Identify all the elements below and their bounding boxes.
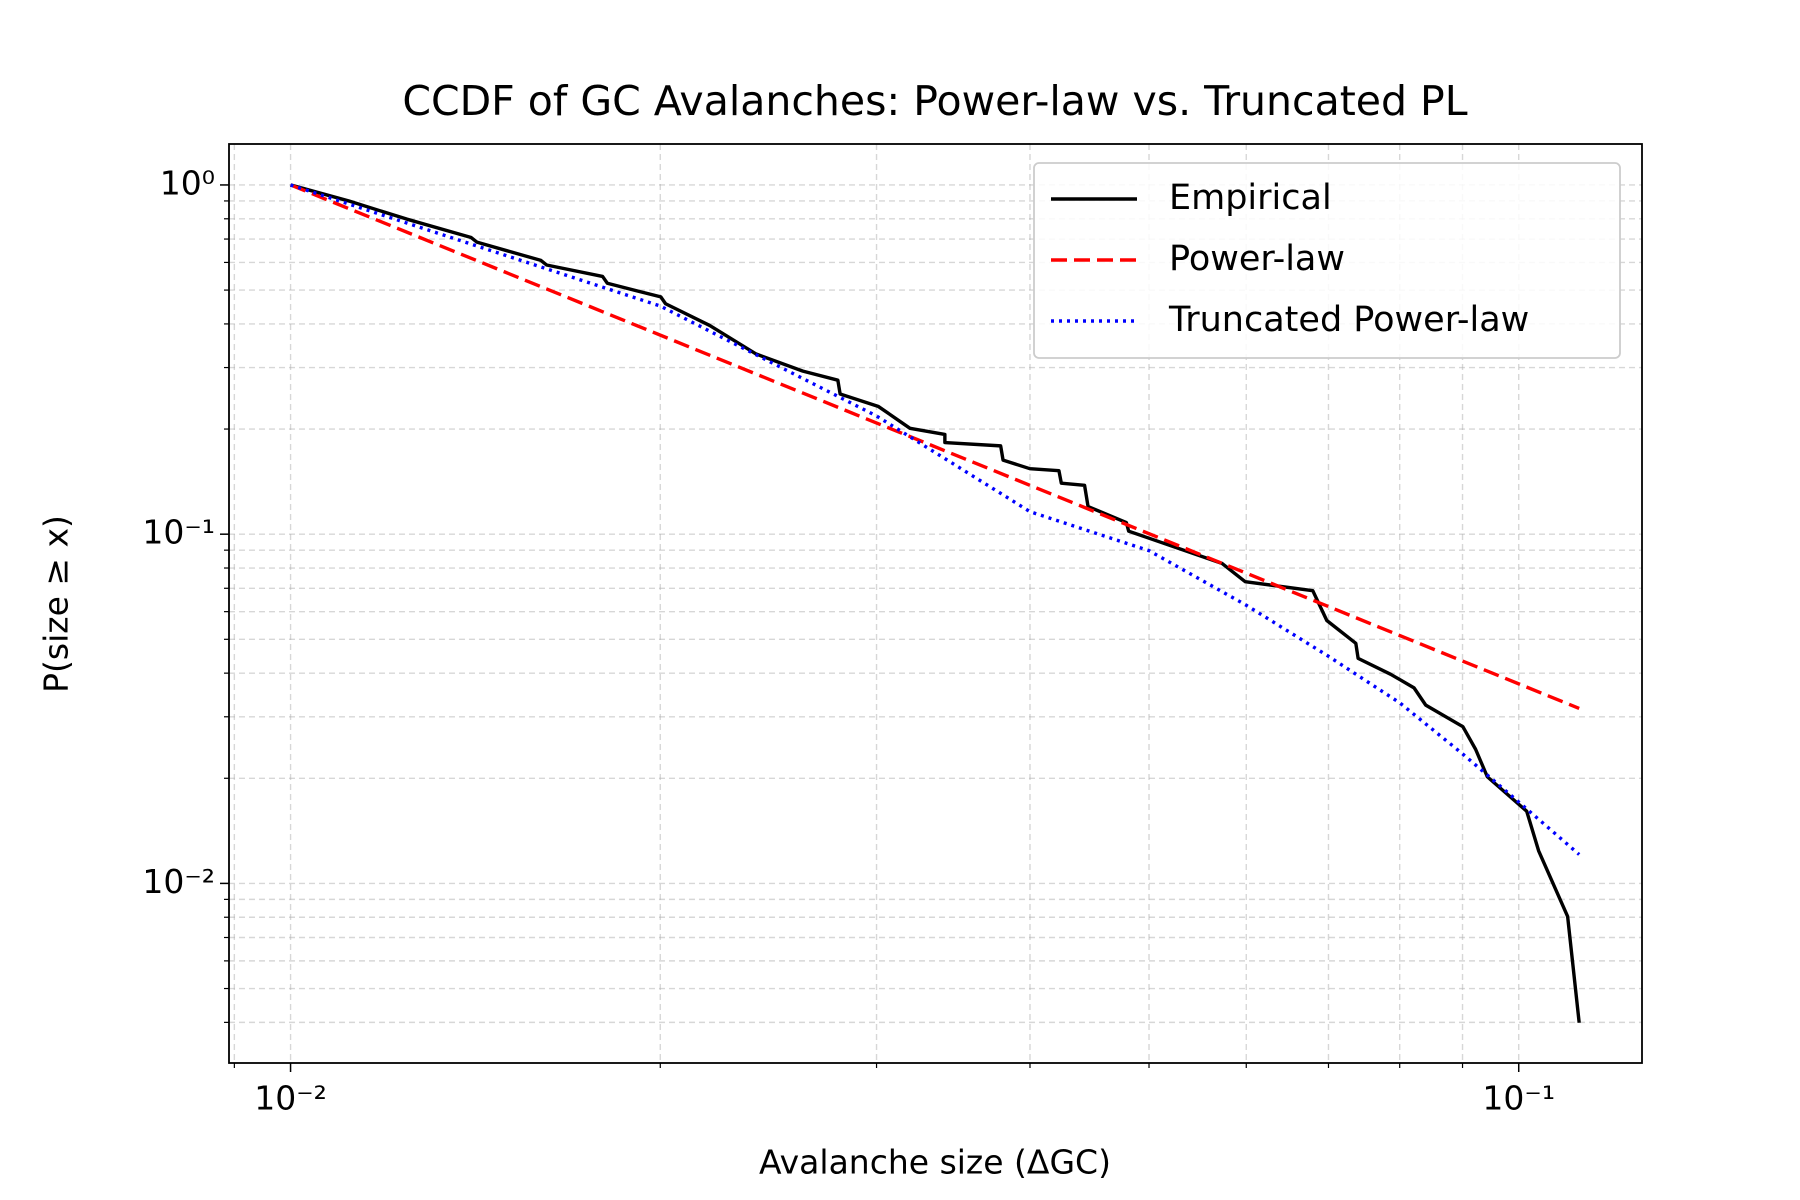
x-axis-label: Avalanche size (ΔGC) — [759, 1143, 1111, 1182]
data-line — [290, 183, 1581, 1023]
data-line — [290, 183, 1581, 856]
y-tick-label: 10⁻¹ — [142, 513, 215, 552]
legend-label: Truncated Power-law — [1168, 300, 1529, 340]
chart-title: CCDF of GC Avalanches: Power-law vs. Tru… — [402, 77, 1467, 125]
legend-label: Empirical — [1169, 178, 1332, 218]
y-axis-label: P(size ≥ x) — [37, 515, 76, 693]
legend-box — [1033, 162, 1621, 359]
x-tick-label: 10⁻² — [254, 1079, 327, 1118]
x-tick-label: 10⁻¹ — [1482, 1079, 1555, 1118]
data-line — [289, 183, 1580, 710]
y-tick-label: 10⁰ — [160, 163, 215, 202]
legend-label: Power-law — [1169, 239, 1345, 279]
plot-frame — [228, 143, 1643, 1064]
y-tick-label: 10⁻² — [142, 862, 215, 901]
plot-area — [289, 183, 1581, 1023]
